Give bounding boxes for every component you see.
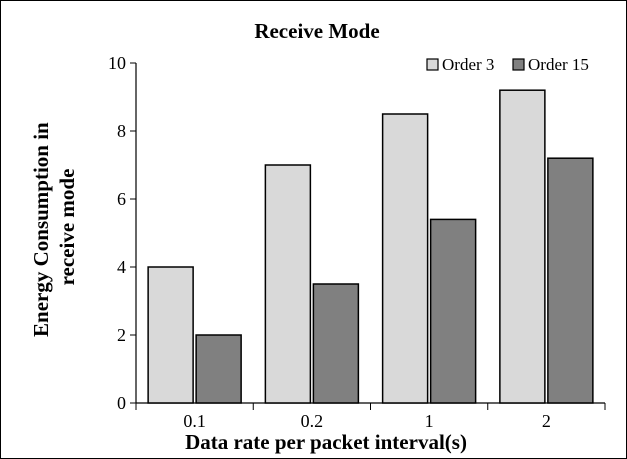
- bar-series-2-2: [312, 283, 360, 404]
- bar-series-1-4: [499, 89, 546, 404]
- x-tick-label: 0.1: [183, 411, 206, 431]
- bars: [147, 89, 594, 404]
- bar-series-2-4: [547, 157, 594, 404]
- legend-label: Order 15: [528, 55, 589, 74]
- y-axis-title-line-2: receive mode: [55, 169, 79, 286]
- legend: Order 3 Order 15: [426, 55, 589, 74]
- y-tick-label: 0: [117, 393, 126, 413]
- legend-swatch: [426, 58, 439, 71]
- x-tick-label: 1: [425, 411, 434, 431]
- bar-series-1-1: [147, 266, 194, 404]
- y-tick-label: 4: [117, 257, 126, 277]
- bar-series-2-1: [195, 334, 242, 404]
- bar-series-1-2: [264, 164, 312, 404]
- legend-label: Order 3: [442, 55, 494, 74]
- bar-series-1-3: [381, 113, 429, 404]
- y-tick-label: 2: [117, 325, 126, 345]
- y-tick-label: 6: [117, 189, 126, 209]
- x-tick-label: 0.2: [301, 411, 324, 431]
- y-axis: 0 2 4 6 8 10: [108, 53, 137, 413]
- y-tick-label: 10: [108, 53, 126, 73]
- x-tick-label: 2: [542, 411, 551, 431]
- x-axis-title: Data rate per packet interval(s): [185, 430, 467, 454]
- bar-series-2-3: [429, 218, 477, 404]
- y-axis-title: Energy Consumption in receive mode: [29, 117, 79, 337]
- chart-title: Receive Mode: [254, 19, 379, 43]
- legend-swatch: [512, 58, 525, 71]
- y-tick-label: 8: [117, 121, 126, 141]
- y-axis-title-line-1: Energy Consumption in: [29, 122, 53, 337]
